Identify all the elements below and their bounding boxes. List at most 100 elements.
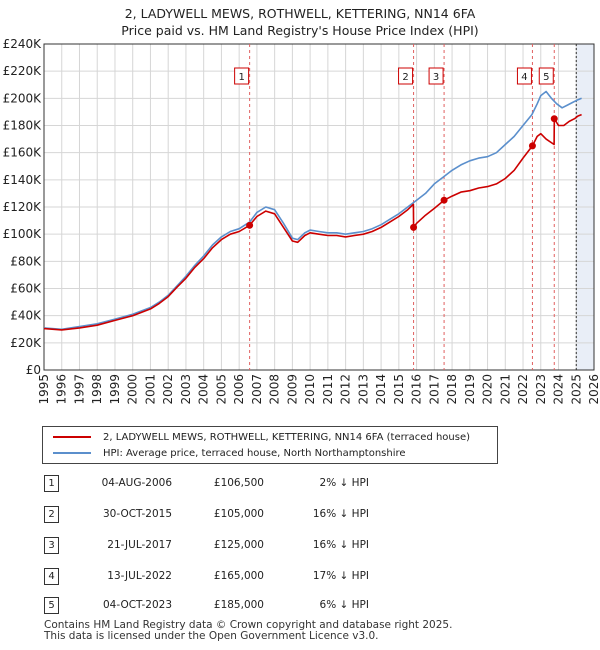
x-tick-label: 2008 bbox=[268, 374, 282, 405]
x-tick-label: 2000 bbox=[126, 374, 140, 405]
y-tick-label: £0 bbox=[26, 363, 41, 377]
x-tick-label: 2004 bbox=[197, 374, 211, 405]
transaction-date: 13-JUL-2022 bbox=[107, 570, 172, 582]
legend-swatch-hpi bbox=[53, 452, 91, 454]
plot-border bbox=[43, 43, 595, 371]
transaction-hpi: 2% ↓ HPI bbox=[319, 477, 369, 489]
x-tick-label: 1999 bbox=[108, 374, 122, 405]
x-tick-label: 2011 bbox=[321, 374, 335, 405]
legend-item-property: 2, LADYWELL MEWS, ROTHWELL, KETTERING, N… bbox=[53, 429, 470, 445]
transaction-price: £185,000 bbox=[213, 599, 264, 611]
x-tick-label: 2024 bbox=[552, 374, 566, 405]
x-tick-label: 2025 bbox=[569, 374, 583, 405]
sale-label: 1 bbox=[238, 72, 244, 83]
y-tick-label: £240K bbox=[3, 37, 43, 51]
y-tick-label: £180K bbox=[3, 119, 43, 133]
x-tick-label: 1998 bbox=[90, 374, 104, 405]
transaction-number: 5 bbox=[44, 597, 59, 614]
property-price-line bbox=[43, 113, 582, 331]
transaction-price: £106,500 bbox=[213, 477, 264, 489]
x-tick-label: 2026 bbox=[587, 374, 600, 405]
x-tick-label: 2009 bbox=[285, 374, 299, 405]
x-tick-label: 2007 bbox=[250, 374, 264, 405]
footer: Contains HM Land Registry data © Crown c… bbox=[44, 620, 452, 642]
y-tick-label: £20K bbox=[10, 336, 42, 350]
y-tick-label: £120K bbox=[3, 200, 43, 214]
y-tick-label: £140K bbox=[3, 173, 43, 187]
legend-item-hpi: HPI: Average price, terraced house, Nort… bbox=[53, 445, 406, 461]
x-tick-label: 2012 bbox=[339, 374, 353, 405]
x-tick-label: 2017 bbox=[427, 374, 441, 405]
transaction-hpi: 16% ↓ HPI bbox=[312, 539, 369, 551]
x-tick-label: 2013 bbox=[356, 374, 370, 405]
sale-label: 2 bbox=[402, 72, 408, 83]
y-tick-label: £80K bbox=[10, 254, 42, 268]
transaction-number: 3 bbox=[44, 537, 59, 554]
transaction-price: £165,000 bbox=[213, 570, 264, 582]
x-tick-label: 2020 bbox=[481, 374, 495, 405]
x-tick-label: 2015 bbox=[392, 374, 406, 405]
sale-point bbox=[246, 221, 254, 229]
sale-point bbox=[550, 115, 558, 123]
sale-label: 5 bbox=[543, 72, 549, 83]
sale-label: 3 bbox=[433, 72, 439, 83]
transaction-date: 30-OCT-2015 bbox=[103, 508, 172, 520]
transaction-hpi: 16% ↓ HPI bbox=[312, 508, 369, 520]
sale-point bbox=[440, 196, 448, 204]
transaction-price: £125,000 bbox=[213, 539, 264, 551]
legend: 2, LADYWELL MEWS, ROTHWELL, KETTERING, N… bbox=[42, 426, 498, 464]
sale-point bbox=[410, 223, 418, 231]
sale-label-box bbox=[398, 67, 414, 85]
x-tick-label: 2023 bbox=[534, 374, 548, 405]
x-tick-label: 1995 bbox=[37, 374, 51, 405]
price-chart: £0 £20K £40K £60K £80K £100K £120K £140K £160K £1… bbox=[3, 37, 600, 405]
x-tick-label: 2014 bbox=[374, 374, 388, 405]
y-tick-label: £160K bbox=[3, 146, 43, 160]
sale-point bbox=[528, 142, 536, 150]
chart-title-line2: Price paid vs. HM Land Registry's House … bbox=[121, 23, 479, 38]
transaction-date: 21-JUL-2017 bbox=[107, 539, 172, 551]
y-tick-label: £220K bbox=[3, 64, 43, 78]
sale-label: 4 bbox=[521, 72, 527, 83]
table-row: 1 04-AUG-2006 £106,500 2% ↓ HPI bbox=[44, 475, 544, 495]
x-tick-label: 2001 bbox=[143, 374, 157, 405]
transaction-number: 2 bbox=[44, 506, 59, 523]
table-row: 3 21-JUL-2017 £125,000 16% ↓ HPI bbox=[44, 537, 544, 557]
x-tick-label: 2003 bbox=[179, 374, 193, 405]
transaction-number: 1 bbox=[44, 475, 59, 492]
transaction-hpi: 6% ↓ HPI bbox=[319, 599, 369, 611]
hpi-line bbox=[43, 90, 582, 331]
table-row: 5 04-OCT-2023 £185,000 6% ↓ HPI bbox=[44, 597, 544, 617]
x-tick-label: 2006 bbox=[232, 374, 246, 405]
chart-title-line1: 2, LADYWELL MEWS, ROTHWELL, KETTERING, N… bbox=[124, 6, 476, 21]
table-row: 4 13-JUL-2022 £165,000 17% ↓ HPI bbox=[44, 568, 544, 588]
sale-label-box bbox=[516, 67, 532, 85]
sale-label-box bbox=[234, 67, 250, 85]
x-tick-label: 2022 bbox=[516, 374, 530, 405]
transaction-date: 04-AUG-2006 bbox=[101, 477, 172, 489]
y-tick-label: £60K bbox=[10, 282, 42, 296]
transaction-number: 4 bbox=[44, 568, 59, 585]
legend-label-property: 2, LADYWELL MEWS, ROTHWELL, KETTERING, N… bbox=[103, 431, 471, 443]
x-tick-label: 2019 bbox=[463, 374, 477, 405]
x-tick-label: 2018 bbox=[445, 374, 459, 405]
footer-copyright: Contains HM Land Registry data © Crown c… bbox=[44, 619, 453, 631]
x-tick-label: 1996 bbox=[55, 374, 69, 405]
transaction-hpi: 17% ↓ HPI bbox=[312, 570, 369, 582]
sale-label-box bbox=[538, 67, 554, 85]
legend-swatch-property bbox=[53, 436, 91, 438]
x-tick-label: 2021 bbox=[498, 374, 512, 405]
x-tick-label: 2005 bbox=[214, 374, 228, 405]
x-tick-label: 1997 bbox=[72, 374, 86, 405]
footer-license: This data is licensed under the Open Gov… bbox=[44, 630, 379, 642]
legend-label-hpi: HPI: Average price, terraced house, Nort… bbox=[103, 447, 406, 459]
transaction-date: 04-OCT-2023 bbox=[103, 599, 172, 611]
y-tick-label: £200K bbox=[3, 91, 43, 105]
x-tick-label: 2010 bbox=[303, 374, 317, 405]
table-row: 2 30-OCT-2015 £105,000 16% ↓ HPI bbox=[44, 506, 544, 526]
x-tick-label: 2002 bbox=[161, 374, 175, 405]
sale-label-box bbox=[428, 67, 444, 85]
y-tick-label: £40K bbox=[10, 309, 42, 323]
y-tick-label: £100K bbox=[3, 227, 43, 241]
transaction-price: £105,000 bbox=[213, 508, 264, 520]
